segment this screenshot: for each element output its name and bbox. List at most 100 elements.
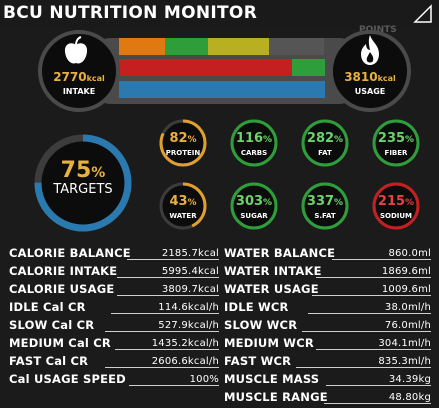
stat-value: 114.6kcal/h: [158, 302, 219, 313]
macro-bars-container: [79, 38, 371, 104]
stat-row: MEDIUM Cal CR 1435.2kcal/h: [9, 334, 219, 352]
stat-underline: [129, 385, 219, 386]
stat-label: IDLE WCR: [224, 300, 289, 314]
usage-green-bar: [292, 59, 325, 76]
stat-row: SLOW WCR 76.0ml/h: [224, 316, 431, 334]
nutrient-value: 82%: [169, 131, 197, 146]
carbs-bar: [165, 38, 208, 55]
title-bar: BCU NUTRITION MONITOR: [0, 0, 439, 28]
resize-corner-icon[interactable]: [413, 4, 433, 24]
usage-value: 3810kcal: [344, 70, 396, 84]
stat-underline: [296, 367, 431, 368]
nutrient-value: 337%: [306, 194, 344, 209]
stat-value: 38.0ml/h: [384, 302, 431, 313]
nutrient-label: CARBS: [240, 149, 268, 157]
stat-row: IDLE WCR 38.0ml/h: [224, 298, 431, 316]
protein-bar: [119, 38, 165, 55]
stat-label: MEDIUM Cal CR: [9, 336, 111, 350]
apple-icon: [64, 36, 88, 64]
flame-icon: [361, 35, 379, 65]
nutrient-label: SUGAR: [240, 212, 268, 220]
water-bar: [119, 81, 325, 98]
targets-ring: [34, 134, 132, 232]
stat-value: 860.0ml: [388, 248, 431, 259]
stat-label: IDLE Cal CR: [9, 300, 86, 314]
calorie-stats: CALORIE BALANCE 2185.7kcal CALORIE INTAKE 5…: [9, 244, 219, 388]
nutrient-value: 303%: [235, 194, 273, 209]
nutrient-value: 282%: [306, 131, 344, 146]
stat-label: SLOW WCR: [224, 318, 298, 332]
stat-row: MUSCLE RANGE 48.80kg: [224, 388, 431, 406]
stat-underline: [105, 367, 219, 368]
intake-pod: [38, 30, 120, 112]
nutrient-label: PROTEIN: [165, 149, 201, 157]
stat-label: WATER BALANCE: [224, 246, 336, 260]
nutrient-label: FAT: [318, 149, 332, 157]
stat-underline: [302, 331, 431, 332]
stat-value: 100%: [189, 374, 219, 385]
stat-label: CALORIE BALANCE: [9, 246, 131, 260]
stat-underline: [117, 295, 219, 296]
stat-label: CALORIE USAGE: [9, 282, 115, 296]
stat-underline: [332, 259, 431, 260]
stat-underline: [316, 349, 431, 350]
water-stats: WATER BALANCE 860.0ml WATER INTAKE 1869.6ml…: [224, 244, 431, 406]
stat-row: FAST WCR 835.3ml/h: [224, 352, 431, 370]
stat-row: WATER BALANCE 860.0ml: [224, 244, 431, 262]
stat-label: CALORIE INTAKE: [9, 264, 118, 278]
stat-label: WATER INTAKE: [224, 264, 322, 278]
stat-underline: [308, 313, 431, 314]
targets-value: 75%: [60, 158, 106, 183]
stat-value: 1435.2kcal/h: [151, 338, 219, 349]
stat-row: WATER USAGE 1009.6ml: [224, 280, 431, 298]
stat-value: 5995.4kcal: [161, 266, 219, 277]
nutrient-value: 235%: [377, 131, 415, 146]
stat-row: FAST Cal CR 2606.6kcal/h: [9, 352, 219, 370]
stat-label: MUSCLE RANGE: [224, 390, 328, 404]
stat-label: SLOW Cal CR: [9, 318, 95, 332]
stat-label: FAST WCR: [224, 354, 292, 368]
stat-underline: [117, 277, 219, 278]
stat-value: 3809.7kcal: [161, 284, 219, 295]
usage-label: USAGE: [354, 87, 386, 96]
stat-label: MEDIUM WCR: [224, 336, 314, 350]
macro-remainder-bar: [269, 38, 324, 55]
stat-row: SLOW Cal CR 527.9kcal/h: [9, 316, 219, 334]
usage-red-bar: [119, 59, 292, 76]
stat-underline: [127, 259, 219, 260]
stat-row: IDLE Cal CR 114.6kcal/h: [9, 298, 219, 316]
stat-row: CALORIE USAGE 3809.7kcal: [9, 280, 219, 298]
stat-row: CALORIE BALANCE 2185.7kcal: [9, 244, 219, 262]
stat-row: Cal USAGE SPEED 100%: [9, 370, 219, 388]
stat-underline: [316, 277, 431, 278]
nutrient-value: 43%: [169, 194, 197, 209]
stat-underline: [324, 403, 431, 404]
stat-value: 304.1ml/h: [378, 338, 431, 349]
stat-row: MUSCLE MASS 34.39kg: [224, 370, 431, 388]
stat-underline: [111, 313, 219, 314]
nutrient-value: 215%: [377, 194, 415, 209]
panel-title: BCU NUTRITION MONITOR: [3, 3, 258, 23]
stat-underline: [312, 295, 431, 296]
nutrient-label: S.FAT: [314, 212, 336, 220]
stat-label: MUSCLE MASS: [224, 372, 320, 386]
stat-underline: [105, 331, 219, 332]
stat-value: 76.0ml/h: [384, 320, 431, 331]
stat-value: 2185.7kcal: [161, 248, 219, 259]
nutrient-label: SODIUM: [379, 212, 413, 220]
stat-underline: [115, 349, 219, 350]
stat-value: 1009.6ml: [381, 284, 431, 295]
stat-value: 2606.6kcal/h: [151, 356, 219, 367]
stat-value: 835.3ml/h: [378, 356, 431, 367]
stat-row: WATER INTAKE 1869.6ml: [224, 262, 431, 280]
stat-value: 527.9kcal/h: [158, 320, 219, 331]
stat-value: 34.39kg: [388, 374, 431, 385]
stat-label: FAST Cal CR: [9, 354, 89, 368]
stat-label: WATER USAGE: [224, 282, 319, 296]
nutrient-label: WATER: [169, 212, 197, 220]
intake-label: INTAKE: [62, 87, 96, 96]
stat-value: 1869.6ml: [381, 266, 431, 277]
stat-value: 48.80kg: [388, 392, 431, 403]
stat-underline: [326, 385, 431, 386]
